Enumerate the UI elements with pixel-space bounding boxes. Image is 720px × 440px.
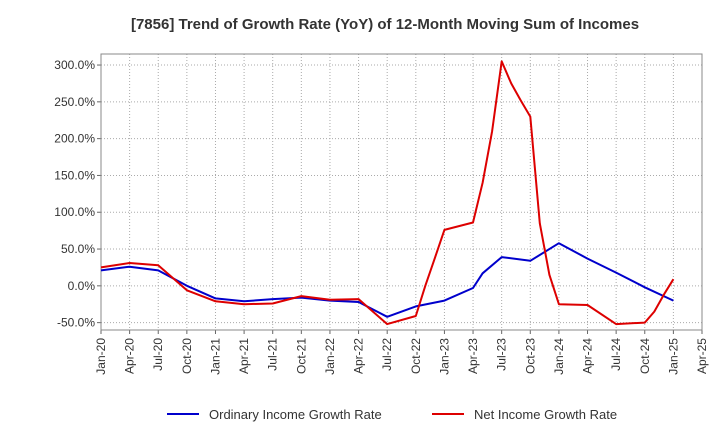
y-tick-label: 300.0% (54, 58, 95, 72)
series-line-2 (100, 60, 675, 326)
x-tick-label: Oct-24 (638, 338, 652, 374)
x-tick-label: Jul-24 (609, 338, 623, 371)
y-tick-label: 0.0% (68, 279, 96, 293)
legend-label-1: Ordinary Income Growth Rate (209, 407, 382, 422)
x-tick-label: Oct-21 (294, 338, 308, 374)
x-tick-label: Apr-23 (466, 338, 480, 374)
x-tick-label: Oct-23 (523, 338, 537, 374)
x-tick-label: Jan-23 (437, 338, 451, 375)
legend: Ordinary Income Growth Rate Net Income Gr… (167, 407, 617, 422)
x-tick-label: Jan-24 (552, 338, 566, 375)
x-axis: Jan-20 Apr-20 Jul-20 Oct-20 Jan-21 Apr-21 Jul-… (94, 330, 709, 375)
grid-layer (100, 54, 703, 330)
y-tick-label: 100.0% (54, 205, 95, 219)
x-tick-label: Apr-22 (352, 338, 366, 374)
plot-frame (100, 53, 703, 331)
y-tick-label: 150.0% (54, 168, 95, 182)
x-tick-label: Jan-20 (94, 338, 108, 375)
chart-title: [7856] Trend of Growth Rate (YoY) of 12-… (131, 16, 639, 33)
x-tick-label: Apr-21 (237, 338, 251, 374)
x-tick-label: Jan-21 (208, 338, 222, 375)
x-tick-label: Oct-20 (180, 338, 194, 374)
series-layer (100, 60, 675, 326)
y-tick-label: 250.0% (54, 95, 95, 109)
series-line-1 (100, 242, 674, 318)
legend-label-2: Net Income Growth Rate (474, 407, 617, 422)
x-tick-label: Apr-25 (695, 338, 709, 374)
x-tick-label: Jul-20 (151, 338, 165, 371)
y-tick-label: -50.0% (57, 316, 95, 330)
x-tick-label: Jan-22 (323, 338, 337, 375)
y-tick-label: 50.0% (61, 242, 95, 256)
x-tick-label: Apr-20 (123, 338, 137, 374)
x-tick-label: Oct-22 (409, 338, 423, 374)
x-tick-label: Jan-25 (666, 338, 680, 375)
y-tick-label: 200.0% (54, 132, 95, 146)
x-tick-label: Jul-23 (495, 338, 509, 371)
x-tick-label: Jul-21 (266, 338, 280, 371)
x-tick-label: Apr-24 (581, 338, 595, 374)
y-axis: 300.0% 250.0% 200.0% 150.0% 100.0% 50.0% 0.0% -… (54, 58, 101, 330)
x-tick-label: Jul-22 (380, 338, 394, 371)
